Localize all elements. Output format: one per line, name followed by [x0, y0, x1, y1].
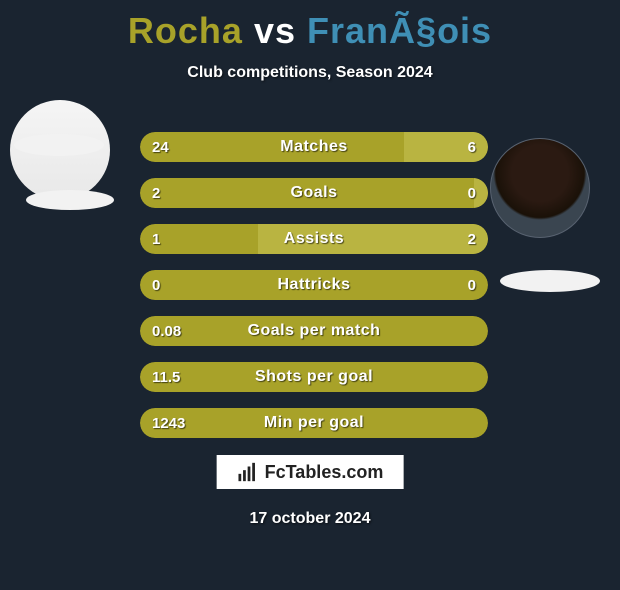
stat-label: Matches: [140, 132, 488, 162]
stat-bar: 11.5Shots per goal: [140, 362, 488, 392]
date-label: 17 october 2024: [0, 510, 620, 528]
stat-bar: 12Assists: [140, 224, 488, 254]
subtitle: Club competitions, Season 2024: [0, 64, 620, 82]
stat-bar: 20Goals: [140, 178, 488, 208]
stat-label: Goals: [140, 178, 488, 208]
brand-text: FcTables.com: [265, 462, 384, 483]
stat-bar: 00Hattricks: [140, 270, 488, 300]
comparison-chart: 246Matches 20Goals 12Assists 00Hattricks 0.0…: [140, 132, 488, 454]
stat-label: Assists: [140, 224, 488, 254]
title-right: FranÃ§ois: [307, 10, 492, 51]
page-title: Rocha vs FranÃ§ois: [0, 10, 620, 52]
title-left: Rocha: [128, 10, 243, 51]
stat-label: Hattricks: [140, 270, 488, 300]
stat-bar: 1243Min per goal: [140, 408, 488, 438]
decor-ellipse: [500, 270, 600, 292]
decor-ellipse: [14, 134, 104, 156]
title-vs: vs: [254, 10, 296, 51]
stat-bar: 246Matches: [140, 132, 488, 162]
player-right-avatar: [490, 138, 590, 238]
stat-label: Goals per match: [140, 316, 488, 346]
chart-icon: [237, 461, 259, 483]
stat-bar: 0.08Goals per match: [140, 316, 488, 346]
stat-label: Min per goal: [140, 408, 488, 438]
brand-badge: FcTables.com: [217, 455, 404, 489]
stat-label: Shots per goal: [140, 362, 488, 392]
decor-ellipse: [26, 190, 114, 210]
